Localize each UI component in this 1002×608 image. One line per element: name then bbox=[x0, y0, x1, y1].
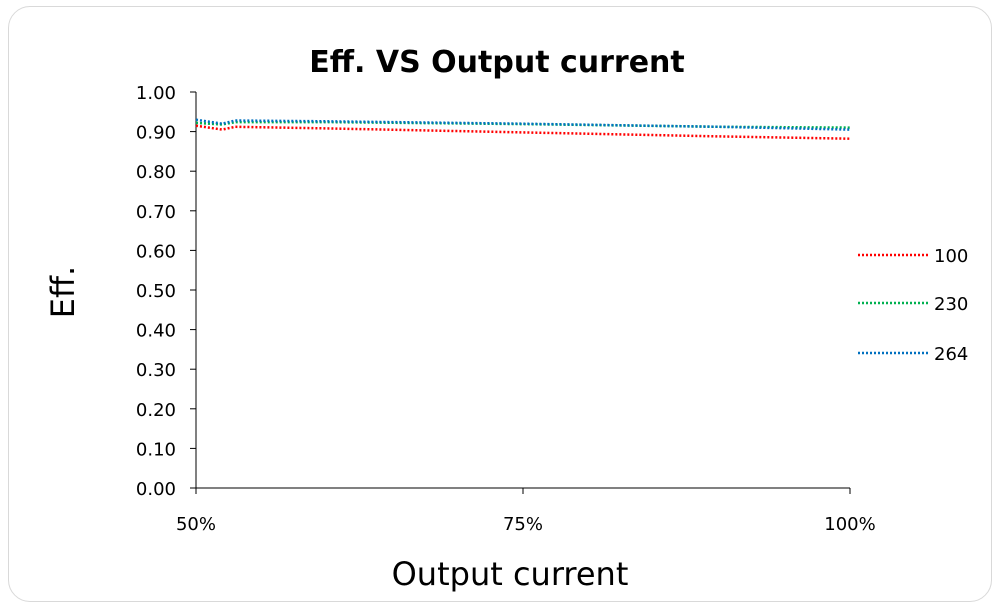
chart-title: Eff. VS Output current bbox=[309, 45, 685, 80]
legend-label-230: 230 bbox=[934, 294, 968, 315]
legend-label-100: 100 bbox=[934, 246, 968, 267]
series-line-264 bbox=[195, 118, 851, 131]
y-tick-label: 0.20 bbox=[136, 400, 176, 421]
series-lines bbox=[195, 118, 851, 140]
y-tick-label: 0.70 bbox=[136, 202, 176, 223]
chart-frame bbox=[8, 6, 992, 602]
x-tick-label: 50% bbox=[176, 514, 216, 535]
y-tick-label: 0.50 bbox=[136, 281, 176, 302]
x-axis-title: Output current bbox=[392, 555, 629, 593]
y-tick-label: 0.60 bbox=[136, 241, 176, 262]
y-tick-label: 0.80 bbox=[136, 162, 176, 183]
x-tick-label: 75% bbox=[503, 514, 543, 535]
y-tick-label: 0.10 bbox=[136, 439, 176, 460]
y-tick-label: 1.00 bbox=[136, 83, 176, 104]
y-tick-label: 0.40 bbox=[136, 321, 176, 342]
x-tick-label: 100% bbox=[824, 514, 875, 535]
axes: 0.00 0.10 0.20 0.30 0.40 0.50 0.60 0.70 0.80 0.90… bbox=[136, 83, 876, 535]
legend: 100 230 264 bbox=[858, 246, 968, 365]
y-axis-title: Eff. bbox=[44, 266, 82, 318]
y-tick-label: 0.90 bbox=[136, 123, 176, 144]
y-tick-label: 0.30 bbox=[136, 360, 176, 381]
legend-label-264: 264 bbox=[934, 344, 968, 365]
y-tick-label: 0.00 bbox=[136, 479, 176, 500]
